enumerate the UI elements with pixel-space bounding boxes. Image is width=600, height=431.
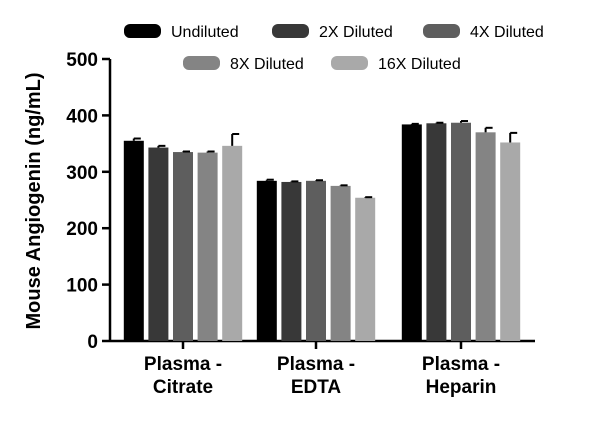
error-bar — [484, 126, 493, 133]
legend-swatch — [124, 24, 161, 38]
legend-label: 4X Diluted — [470, 24, 544, 41]
legend-swatch — [331, 56, 368, 70]
bar — [197, 152, 218, 341]
bar — [123, 140, 144, 341]
bar — [500, 142, 521, 341]
legend-label: 16X Diluted — [378, 56, 461, 73]
error-bar — [315, 179, 323, 182]
y-tick-label: 400 — [66, 106, 98, 127]
bar — [401, 124, 422, 341]
bar — [426, 123, 447, 342]
legend-label: Undiluted — [171, 24, 239, 41]
legend-item: 4X Diluted — [423, 24, 544, 41]
x-tick-label: Heparin — [426, 377, 497, 398]
bar — [173, 152, 193, 341]
error-bar — [182, 150, 190, 153]
error-bar — [206, 150, 215, 153]
y-tick-label: 500 — [66, 50, 98, 71]
legend-swatch — [183, 56, 220, 70]
error-bar — [435, 121, 444, 124]
x-tick-label: EDTA — [291, 377, 342, 398]
error-bar — [132, 137, 141, 141]
legend-label: 2X Diluted — [319, 24, 393, 41]
error-bar — [410, 122, 419, 125]
bar — [306, 180, 326, 341]
error-bars — [132, 120, 518, 199]
y-tick-label: 0 — [87, 332, 98, 353]
bar — [355, 197, 376, 341]
bar — [475, 132, 496, 341]
error-bar — [339, 184, 348, 187]
legend: Undiluted 2X Diluted 4X Diluted 8X Diluted 1… — [124, 24, 544, 73]
x-tick-label: Plasma - — [144, 354, 222, 375]
legend-item: 2X Diluted — [272, 24, 393, 41]
legend-item: 16X Diluted — [331, 56, 461, 73]
bar — [256, 180, 277, 341]
y-axis-label: Mouse Angiogenin (ng/mL) — [23, 72, 45, 329]
error-bar — [509, 131, 518, 143]
legend-item: 8X Diluted — [183, 56, 304, 73]
bar — [281, 181, 302, 341]
y-tick-label: 300 — [66, 163, 98, 184]
bar — [330, 185, 351, 341]
bar — [222, 145, 243, 341]
y-axis: 0 100 200 300 400 500 — [66, 50, 112, 353]
y-tick-label: 200 — [66, 219, 98, 240]
y-tick-label: 100 — [66, 276, 98, 297]
bars — [123, 122, 521, 342]
error-bar — [231, 133, 240, 146]
x-tick-label: Plasma - — [277, 354, 355, 375]
bar — [451, 122, 471, 342]
error-bar — [265, 178, 274, 181]
legend-swatch — [272, 24, 309, 38]
legend-label: 8X Diluted — [230, 56, 304, 73]
error-bar — [157, 144, 166, 148]
legend-item: Undiluted — [124, 24, 239, 41]
x-tick-label: Citrate — [153, 377, 213, 398]
legend-swatch — [423, 24, 460, 38]
x-tick-label: Plasma - — [422, 354, 500, 375]
error-bar — [460, 120, 468, 123]
error-bar — [364, 196, 373, 199]
error-bar — [290, 180, 299, 183]
bar — [148, 147, 169, 341]
